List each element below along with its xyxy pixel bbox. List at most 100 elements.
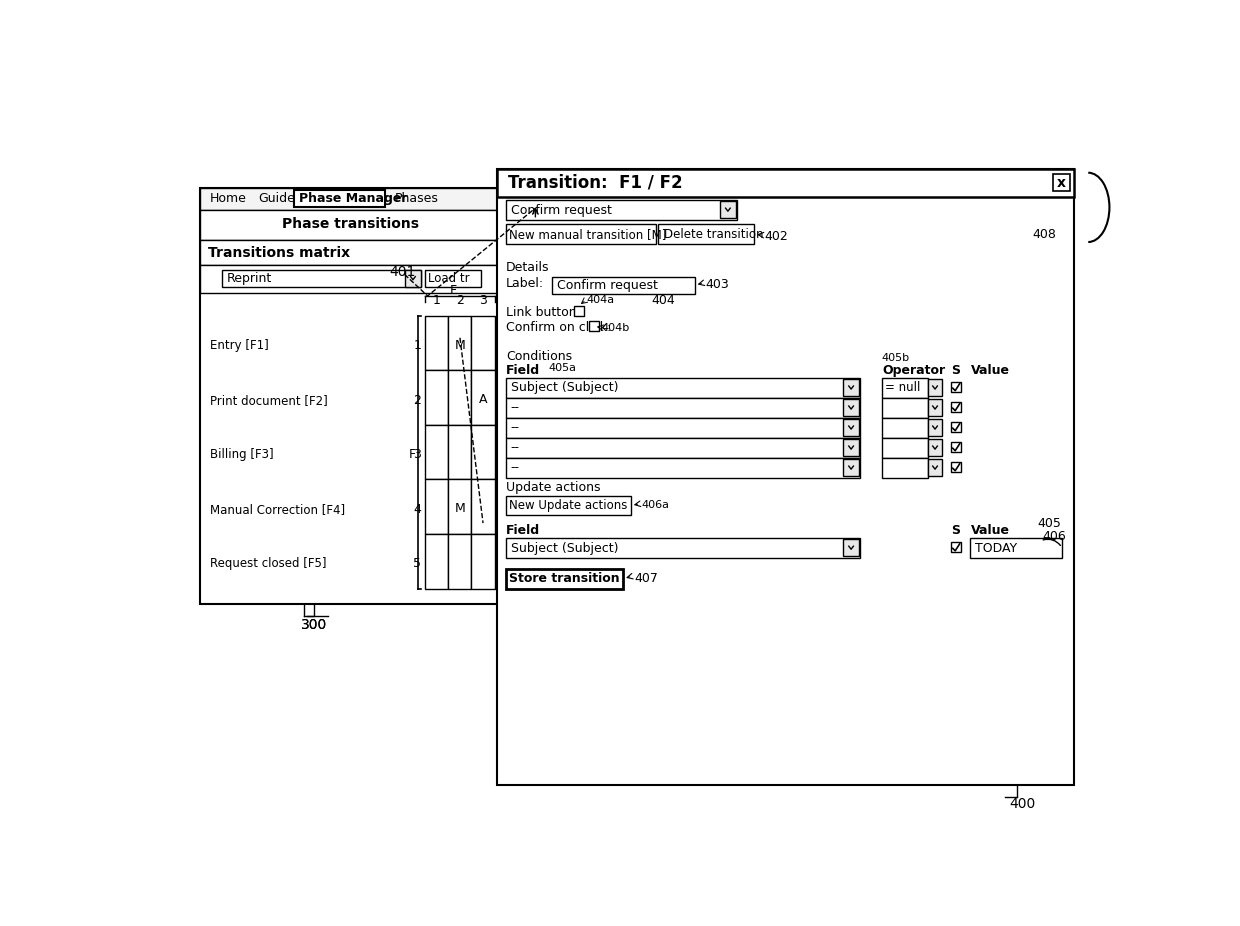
Text: S: S xyxy=(951,524,960,537)
Bar xyxy=(201,188,501,604)
Text: 300: 300 xyxy=(300,618,327,632)
Text: 1: 1 xyxy=(433,294,440,307)
Bar xyxy=(506,438,861,457)
Bar xyxy=(425,269,481,287)
Text: = null: = null xyxy=(885,382,920,394)
Bar xyxy=(951,382,961,393)
Bar xyxy=(506,457,861,478)
Text: 405b: 405b xyxy=(882,353,910,363)
Text: 405a: 405a xyxy=(548,363,577,373)
Text: Phase Manager: Phase Manager xyxy=(299,192,408,205)
Bar xyxy=(843,419,859,436)
Text: Delete transition: Delete transition xyxy=(663,228,764,241)
Bar xyxy=(951,422,961,432)
Text: Phase transitions: Phase transitions xyxy=(283,218,419,232)
Text: 401: 401 xyxy=(389,265,415,279)
Text: 402: 402 xyxy=(765,231,789,244)
Text: Operator: Operator xyxy=(882,364,945,377)
Bar xyxy=(506,224,656,244)
Text: 405: 405 xyxy=(1038,517,1061,530)
Bar xyxy=(843,379,859,396)
Text: 408: 408 xyxy=(1032,228,1056,241)
Text: Confirm request: Confirm request xyxy=(511,204,611,217)
Text: 4: 4 xyxy=(414,503,422,516)
Bar xyxy=(882,397,928,418)
Text: --: -- xyxy=(511,401,520,415)
Text: 404b: 404b xyxy=(601,323,630,332)
Bar xyxy=(449,534,471,589)
Bar xyxy=(843,399,859,416)
Text: --: -- xyxy=(511,461,520,474)
Bar xyxy=(425,480,449,534)
Bar xyxy=(506,569,624,589)
Text: TODAY: TODAY xyxy=(975,542,1017,555)
Bar xyxy=(425,370,449,425)
Text: Entry [F1]: Entry [F1] xyxy=(210,339,268,353)
Text: M: M xyxy=(455,339,465,352)
Bar xyxy=(928,419,942,436)
Bar xyxy=(449,370,471,425)
Bar xyxy=(201,188,501,209)
Text: Guide: Guide xyxy=(258,192,295,205)
Text: Request closed [F5]: Request closed [F5] xyxy=(210,557,326,570)
Bar xyxy=(425,534,449,589)
Bar xyxy=(589,321,599,332)
Text: x: x xyxy=(1056,176,1065,190)
Bar xyxy=(497,169,1074,785)
Text: 3: 3 xyxy=(479,294,487,307)
Bar xyxy=(506,378,861,397)
Bar xyxy=(449,425,471,480)
Text: 300: 300 xyxy=(300,618,327,632)
Text: Transitions matrix: Transitions matrix xyxy=(208,246,350,260)
Text: New manual transition [M]: New manual transition [M] xyxy=(510,228,667,241)
Text: Label:: Label: xyxy=(506,277,544,290)
Bar xyxy=(574,306,584,316)
Text: 404a: 404a xyxy=(587,295,614,306)
Text: Link button:: Link button: xyxy=(506,306,582,319)
Bar xyxy=(471,370,495,425)
Text: Confirm request: Confirm request xyxy=(557,279,658,292)
Text: Home: Home xyxy=(210,192,247,205)
Bar xyxy=(882,418,928,438)
Text: Field: Field xyxy=(506,364,541,377)
Text: Confirm on click:: Confirm on click: xyxy=(506,321,611,334)
Text: Reprint: Reprint xyxy=(227,272,272,285)
Text: Phases: Phases xyxy=(394,192,439,205)
Text: S: S xyxy=(951,364,960,377)
Text: Subject (Subject): Subject (Subject) xyxy=(511,542,619,555)
Bar xyxy=(928,399,942,416)
Bar xyxy=(425,316,449,370)
Text: Print document [F2]: Print document [F2] xyxy=(210,394,327,407)
Bar xyxy=(497,169,1074,196)
Text: 400: 400 xyxy=(1009,797,1035,811)
Bar xyxy=(425,425,449,480)
Bar xyxy=(928,439,942,457)
Bar xyxy=(471,534,495,589)
Bar xyxy=(720,201,735,219)
Text: Transition:  F1 / F2: Transition: F1 / F2 xyxy=(507,173,682,192)
Bar xyxy=(658,224,754,244)
Text: 407: 407 xyxy=(634,572,658,585)
Bar xyxy=(294,191,386,207)
Text: 3: 3 xyxy=(414,448,422,461)
Text: 2: 2 xyxy=(414,394,422,407)
Text: 2: 2 xyxy=(456,294,464,307)
Bar xyxy=(951,443,961,452)
Bar xyxy=(449,480,471,534)
Text: Value: Value xyxy=(971,364,1009,377)
Bar xyxy=(843,439,859,457)
Text: --: -- xyxy=(511,421,520,434)
Bar xyxy=(449,316,471,370)
Bar xyxy=(843,459,859,476)
Bar xyxy=(506,496,631,515)
Text: Billing [F3]: Billing [F3] xyxy=(210,448,273,461)
Bar xyxy=(201,265,501,293)
Text: 406a: 406a xyxy=(641,500,670,510)
Bar xyxy=(201,241,501,265)
Text: F: F xyxy=(408,448,415,461)
Bar xyxy=(506,538,861,557)
Bar xyxy=(405,269,420,287)
Bar xyxy=(951,402,961,412)
Text: 406: 406 xyxy=(1042,530,1066,543)
Text: Field: Field xyxy=(506,524,541,537)
